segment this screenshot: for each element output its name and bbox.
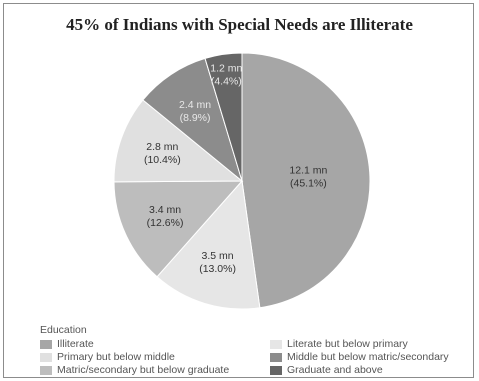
legend-item-literate-but-below-primary: Literate but below primary	[270, 338, 408, 350]
legend-swatch	[40, 352, 52, 362]
pie-slice-primary-but-below-middle	[113, 99, 244, 183]
legend-label: Middle but below matric/secondary	[287, 351, 449, 363]
legend-label: Illiterate	[57, 338, 94, 350]
data-label-middle-but-below-matric-secondary-value: 2.4 mn	[179, 99, 211, 111]
data-label-graduate-and-above-percent: (4.4%)	[211, 76, 242, 88]
legend-label: Matric/secondary but below graduate	[57, 364, 230, 376]
legend-swatch	[270, 352, 282, 362]
pie-chart: 12.1 mn(45.1%) 3.5 mn(13.0%) 3.4 mn(12.6%)…	[113, 52, 371, 310]
legend-swatch	[270, 365, 282, 375]
data-label-illiterate-percent: (45.1%)	[290, 177, 327, 189]
legend-label: Primary but below middle	[57, 351, 175, 363]
data-label-primary-but-below-middle-percent: (10.4%)	[144, 154, 181, 166]
chart-title: 45% of Indians with Special Needs are Il…	[66, 15, 413, 34]
pie-slice-middle-but-below-matric-secondary	[142, 57, 243, 183]
data-label-literate-but-below-primary-percent: (13.0%)	[199, 263, 236, 275]
legend-swatch	[40, 339, 52, 349]
data-label-middle-but-below-matric-secondary-percent: (8.9%)	[180, 112, 211, 124]
pie-slice-graduate-and-above	[204, 52, 243, 182]
data-label-illiterate-value: 12.1 mn	[289, 164, 327, 176]
legend-item-graduate-and-above: Graduate and above	[270, 364, 383, 376]
pie-slice-matric-secondary-but-below-graduate	[113, 180, 244, 278]
legend-swatch	[270, 339, 282, 349]
data-label-primary-but-below-middle-value: 2.8 mn	[146, 141, 178, 153]
legend-title: Education	[40, 324, 87, 336]
legend-label: Graduate and above	[287, 364, 383, 376]
legend-item-illiterate: Illiterate	[40, 338, 94, 350]
data-label-matric-secondary-but-below-graduate-percent: (12.6%)	[147, 217, 184, 229]
data-label-matric-secondary-but-below-graduate-value: 3.4 mn	[149, 204, 181, 216]
pie-slice-literate-but-below-primary	[156, 179, 261, 310]
chart-frame: 45% of Indians with Special Needs are Il…	[3, 3, 474, 378]
data-label-graduate-and-above-value: 1.2 mn	[210, 63, 242, 75]
legend-label: Literate but below primary	[287, 338, 408, 350]
legend-item-middle-but-below-matric-secondary: Middle but below matric/secondary	[270, 351, 449, 363]
legend-item-matric-secondary-but-below-graduate: Matric/secondary but below graduate	[40, 364, 229, 376]
data-label-literate-but-below-primary-value: 3.5 mn	[202, 250, 234, 262]
legend-swatch	[40, 365, 52, 375]
legend-item-primary-but-below-middle: Primary but below middle	[40, 351, 175, 363]
pie-slice-illiterate	[241, 52, 371, 309]
